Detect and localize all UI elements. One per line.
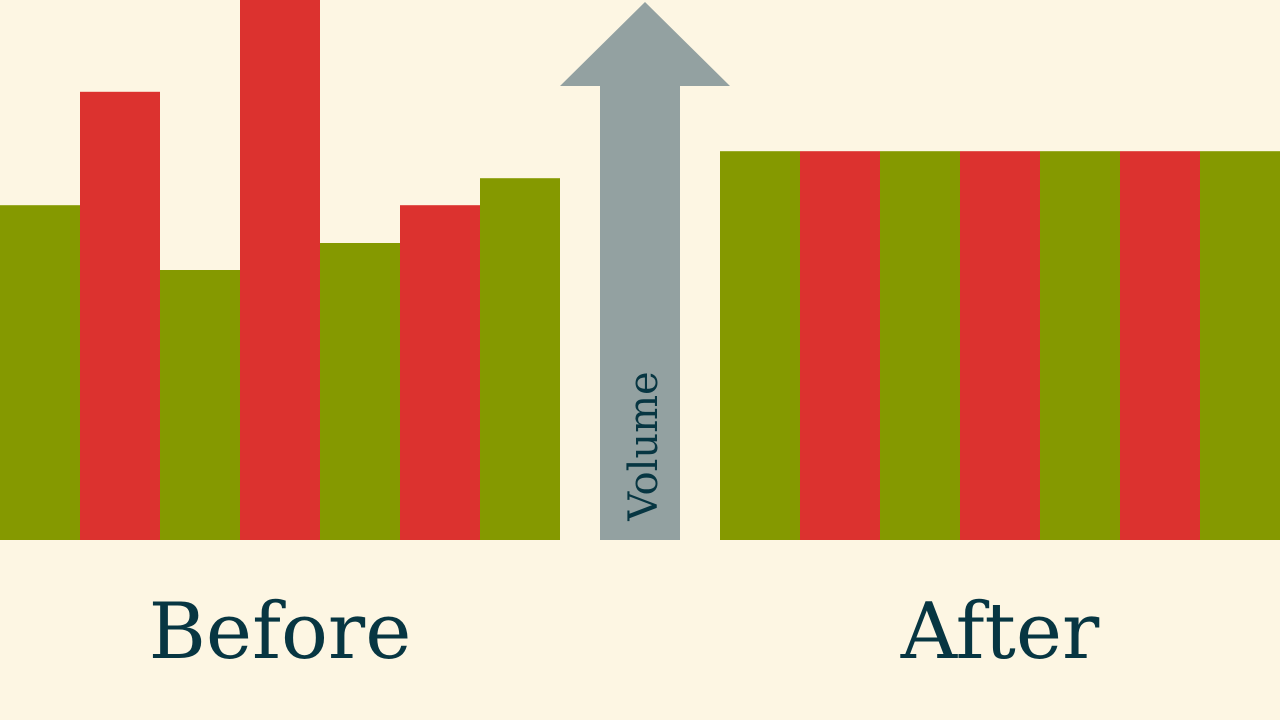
after-caption: After [900,587,1100,677]
volume-arrow: Volume [560,2,730,540]
before-bar-3 [160,270,240,540]
after-bar-6 [1120,151,1200,540]
before-bar-1 [0,205,80,540]
before-bar-7 [480,178,560,540]
before-chart [0,0,560,541]
after-bar-2 [800,151,880,540]
after-bar-1 [720,151,800,540]
before-bar-6 [400,205,480,540]
after-bar-7 [1200,151,1280,540]
before-caption: Before [149,587,412,677]
volume-arrow-shape [560,2,730,540]
after-bar-5 [1040,151,1120,540]
volume-axis-label: Volume [621,371,667,521]
before-bar-4 [240,0,320,540]
before-bar-5 [320,243,400,540]
after-chart [720,151,1280,540]
after-bar-4 [960,151,1040,540]
before-bar-2 [80,91,160,541]
after-bar-3 [880,151,960,540]
